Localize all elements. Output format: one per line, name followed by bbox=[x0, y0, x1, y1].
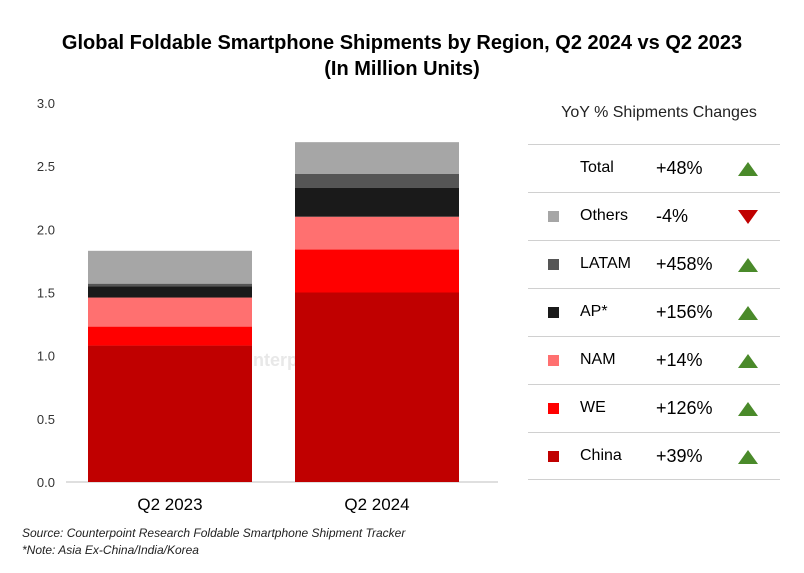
down-arrow-icon bbox=[738, 210, 758, 224]
yoy-row: Total +48% bbox=[528, 144, 780, 192]
region-note: *Note: Asia Ex-China/India/Korea bbox=[22, 543, 199, 557]
source-note: Source: Counterpoint Research Foldable S… bbox=[22, 526, 406, 540]
yoy-row: WE +126% bbox=[528, 384, 780, 432]
bar-segment-latam-1 bbox=[295, 173, 459, 188]
yoy-row: AP* +156% bbox=[528, 288, 780, 336]
bar-segment-ap-1 bbox=[295, 187, 459, 217]
bar-segment-china-1 bbox=[295, 292, 459, 482]
y-tick-label: 1.0 bbox=[37, 349, 55, 364]
yoy-row: Others -4% bbox=[528, 192, 780, 240]
yoy-row: NAM +14% bbox=[528, 336, 780, 384]
bar-segment-others-0 bbox=[88, 250, 252, 284]
bar-segment-ap-0 bbox=[88, 286, 252, 298]
y-tick-label: 1.5 bbox=[37, 286, 55, 301]
yoy-region-label: Others bbox=[580, 207, 629, 224]
up-arrow-icon bbox=[738, 354, 758, 368]
yoy-change-value: +14% bbox=[656, 350, 703, 370]
up-arrow-icon bbox=[738, 402, 758, 416]
up-arrow-icon bbox=[738, 162, 758, 176]
yoy-change-value: +48% bbox=[656, 158, 703, 178]
y-tick-label: 0.0 bbox=[37, 475, 55, 490]
legend-swatch bbox=[548, 451, 559, 462]
y-tick-label: 2.0 bbox=[37, 222, 55, 237]
yoy-row: China +39% bbox=[528, 432, 780, 480]
x-tick-label: Q2 2024 bbox=[344, 495, 409, 514]
bar-segment-we-0 bbox=[88, 326, 252, 346]
up-arrow-icon bbox=[738, 450, 758, 464]
legend-swatch bbox=[548, 403, 559, 414]
yoy-region-label: WE bbox=[580, 399, 606, 416]
chart-subtitle: (In Million Units) bbox=[324, 58, 480, 80]
legend-swatch bbox=[548, 259, 559, 270]
bar-segment-nam-0 bbox=[88, 297, 252, 327]
bar-segment-nam-1 bbox=[295, 216, 459, 250]
yoy-region-label: NAM bbox=[580, 351, 616, 368]
legend-swatch bbox=[548, 307, 559, 318]
yoy-region-label: LATAM bbox=[580, 255, 631, 272]
bar-segment-china-0 bbox=[88, 345, 252, 482]
up-arrow-icon bbox=[738, 306, 758, 320]
bar-segment-we-1 bbox=[295, 249, 459, 293]
yoy-row: LATAM +458% bbox=[528, 240, 780, 288]
y-tick-label: 3.0 bbox=[37, 96, 55, 111]
yoy-change-value: +156% bbox=[656, 302, 713, 322]
x-tick-label: Q2 2023 bbox=[137, 495, 202, 514]
y-tick-label: 2.5 bbox=[37, 159, 55, 174]
yoy-change-value: +126% bbox=[656, 398, 713, 418]
chart-title: Global Foldable Smartphone Shipments by … bbox=[0, 30, 804, 82]
bar-segment-latam-0 bbox=[88, 283, 252, 287]
yoy-change-value: -4% bbox=[656, 206, 689, 226]
yoy-table: Total +48% Others -4% LATAM +458% AP* +156% NAM +… bbox=[528, 144, 780, 480]
legend-swatch bbox=[548, 355, 559, 366]
chart-title-main: Global Foldable Smartphone Shipments by … bbox=[61, 32, 743, 54]
yoy-region-label: AP* bbox=[580, 303, 608, 320]
up-arrow-icon bbox=[738, 258, 758, 272]
yoy-change-value: +458% bbox=[656, 254, 713, 274]
legend-swatch bbox=[548, 211, 559, 222]
yoy-region-label: China bbox=[580, 447, 622, 464]
yoy-change-value: +39% bbox=[656, 446, 703, 466]
bar-segment-others-1 bbox=[295, 142, 459, 174]
yoy-region-label: Total bbox=[580, 159, 614, 176]
yoy-header: YoY % Shipments Changes bbox=[561, 104, 757, 121]
y-tick-label: 0.5 bbox=[37, 412, 55, 427]
